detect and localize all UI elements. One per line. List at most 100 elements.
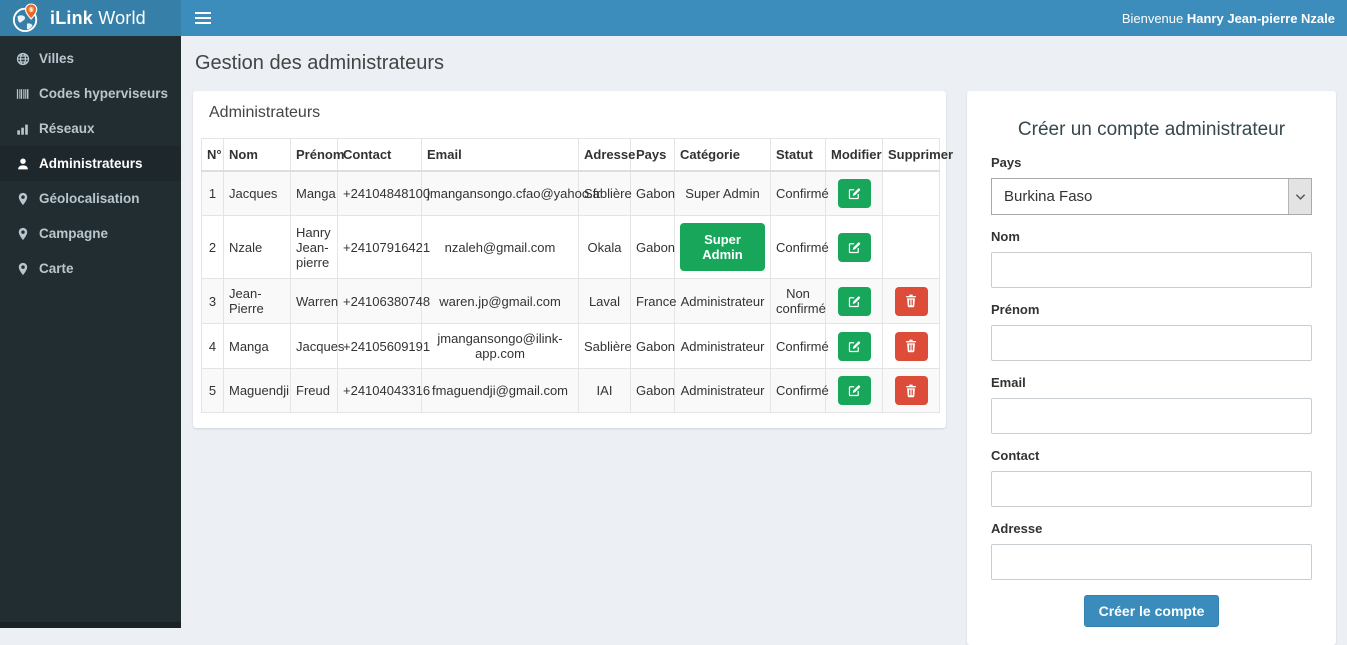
cell-prenom: Warren bbox=[291, 279, 338, 324]
delete-button[interactable] bbox=[895, 376, 928, 405]
cell-adresse: IAI bbox=[579, 369, 631, 413]
cell-nom: Manga bbox=[224, 324, 291, 369]
sidebar-item-administrateurs[interactable]: Administrateurs bbox=[0, 146, 181, 181]
sidebar-footer bbox=[0, 622, 181, 628]
sidebar-item-label: Carte bbox=[39, 261, 74, 276]
cell-statut: Confirmé bbox=[771, 369, 826, 413]
cell-email: jmangansongo@ilink-app.com bbox=[422, 324, 579, 369]
user-icon bbox=[15, 156, 30, 171]
sidebar-item-label: Administrateurs bbox=[39, 156, 143, 171]
nom-label: Nom bbox=[991, 229, 1312, 244]
edit-button[interactable] bbox=[838, 287, 871, 316]
cell-modifier bbox=[826, 369, 883, 413]
sidebar-item-label: Codes hyperviseurs bbox=[39, 86, 168, 101]
map-marker-icon bbox=[15, 226, 30, 241]
cell-statut: Confirmé bbox=[771, 324, 826, 369]
sidebar-item-geolocalisation[interactable]: Géolocalisation bbox=[0, 181, 181, 216]
cell-num: 5 bbox=[202, 369, 224, 413]
cell-adresse: Laval bbox=[579, 279, 631, 324]
pays-select[interactable]: Burkina Faso bbox=[991, 178, 1312, 215]
edit-button[interactable] bbox=[838, 179, 871, 208]
super-admin-badge[interactable]: Super Admin bbox=[680, 223, 765, 271]
page-title: Gestion des administrateurs bbox=[195, 52, 1336, 75]
cell-statut: Non confirmé bbox=[771, 279, 826, 324]
cell-pays: France bbox=[631, 279, 675, 324]
column-header-6: Pays bbox=[631, 139, 675, 172]
contact-input[interactable] bbox=[991, 471, 1312, 507]
pays-label: Pays bbox=[991, 155, 1312, 170]
sidebar-item-carte[interactable]: Carte bbox=[0, 251, 181, 286]
sidebar-item-villes[interactable]: Villes bbox=[0, 41, 181, 76]
cell-nom: Nzale bbox=[224, 216, 291, 279]
column-header-4: Email bbox=[422, 139, 579, 172]
cell-categorie: Administrateur bbox=[675, 324, 771, 369]
cell-categorie: Administrateur bbox=[675, 279, 771, 324]
delete-button[interactable] bbox=[895, 287, 928, 316]
sidebar-item-label: Réseaux bbox=[39, 121, 95, 136]
cell-nom: Jacques bbox=[224, 171, 291, 216]
sidebar: Villes Codes hyperviseurs Réseaux Administr… bbox=[0, 36, 181, 628]
cell-num: 4 bbox=[202, 324, 224, 369]
cell-supprimer bbox=[883, 279, 940, 324]
app-logo[interactable]: $ iLink World bbox=[0, 0, 181, 36]
cell-contact: +24104848100 bbox=[338, 171, 422, 216]
prenom-label: Prénom bbox=[991, 302, 1312, 317]
cell-prenom: Freud bbox=[291, 369, 338, 413]
cell-nom: Maguendji bbox=[224, 369, 291, 413]
prenom-input[interactable] bbox=[991, 325, 1312, 361]
cell-contact: +24105609191 bbox=[338, 324, 422, 369]
contact-label: Contact bbox=[991, 448, 1312, 463]
edit-button[interactable] bbox=[838, 332, 871, 361]
chevron-down-icon bbox=[1288, 179, 1311, 214]
bar-chart-icon bbox=[15, 121, 30, 136]
brand-title: iLink World bbox=[50, 8, 146, 29]
email-label: Email bbox=[991, 375, 1312, 390]
create-account-button[interactable]: Créer le compte bbox=[1084, 595, 1220, 627]
column-header-9: Modifier bbox=[826, 139, 883, 172]
cell-modifier bbox=[826, 216, 883, 279]
cell-supprimer bbox=[883, 369, 940, 413]
cell-modifier bbox=[826, 171, 883, 216]
panel-title: Administrateurs bbox=[201, 91, 939, 138]
cell-supprimer bbox=[883, 324, 940, 369]
sidebar-toggle-icon[interactable] bbox=[181, 0, 225, 36]
cell-pays: Gabon bbox=[631, 171, 675, 216]
cell-email: jmangansongo.cfao@yahoo.fr bbox=[422, 171, 579, 216]
sidebar-item-campagne[interactable]: Campagne bbox=[0, 216, 181, 251]
column-header-7: Catégorie bbox=[675, 139, 771, 172]
adresse-input[interactable] bbox=[991, 544, 1312, 580]
top-bar: $ iLink World Bienvenue Hanry Jean-pierr… bbox=[0, 0, 1347, 36]
sidebar-item-codes-hyperviseurs[interactable]: Codes hyperviseurs bbox=[0, 76, 181, 111]
column-header-3: Contact bbox=[338, 139, 422, 172]
nom-input[interactable] bbox=[991, 252, 1312, 288]
welcome-text: Bienvenue Hanry Jean-pierre Nzale bbox=[1122, 11, 1347, 26]
column-header-5: Adresse bbox=[579, 139, 631, 172]
cell-contact: +24106380748 bbox=[338, 279, 422, 324]
cell-adresse: Sablière bbox=[579, 171, 631, 216]
cell-nom: Jean-Pierre bbox=[224, 279, 291, 324]
cell-categorie: Administrateur bbox=[675, 369, 771, 413]
column-header-10: Supprimer bbox=[883, 139, 940, 172]
cell-contact: +24107916421 bbox=[338, 216, 422, 279]
email-input[interactable] bbox=[991, 398, 1312, 434]
sidebar-item-label: Villes bbox=[39, 51, 74, 66]
column-header-8: Statut bbox=[771, 139, 826, 172]
delete-button[interactable] bbox=[895, 332, 928, 361]
sidebar-item-reseaux[interactable]: Réseaux bbox=[0, 111, 181, 146]
map-marker-icon bbox=[15, 191, 30, 206]
cell-adresse: Sablière bbox=[579, 324, 631, 369]
column-header-2: Prénom bbox=[291, 139, 338, 172]
cell-email: waren.jp@gmail.com bbox=[422, 279, 579, 324]
cell-prenom: Jacques bbox=[291, 324, 338, 369]
cell-supprimer-empty bbox=[883, 171, 940, 216]
pays-selected-value: Burkina Faso bbox=[992, 188, 1092, 205]
edit-button[interactable] bbox=[838, 233, 871, 262]
edit-button[interactable] bbox=[838, 376, 871, 405]
